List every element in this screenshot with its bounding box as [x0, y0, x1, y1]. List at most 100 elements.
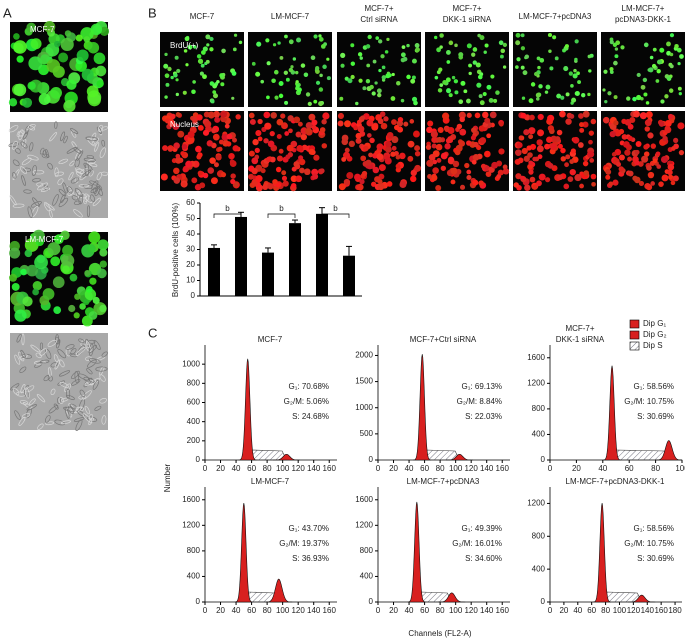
cell: [579, 127, 585, 133]
cell: [456, 123, 463, 130]
cell: [212, 90, 217, 95]
cell: [205, 34, 211, 40]
cell: [286, 144, 294, 152]
cell: [12, 159, 20, 167]
cell: [278, 93, 284, 99]
cell: [64, 30, 72, 37]
cell: [609, 131, 616, 138]
x-tick-label: 140: [307, 464, 321, 473]
cell: [544, 90, 549, 94]
micrograph: [10, 333, 108, 431]
cell: [439, 83, 444, 87]
cell: [232, 145, 239, 152]
cell: [528, 169, 534, 175]
image-label: LM-MCF-7: [25, 235, 64, 244]
cell: [85, 136, 98, 141]
cell: [287, 115, 294, 122]
cell: [537, 129, 545, 137]
cell: [471, 127, 477, 133]
cell: [209, 36, 214, 42]
cell: [37, 182, 48, 191]
cell: [80, 27, 94, 41]
cell: [185, 63, 189, 67]
cell: [611, 152, 617, 157]
cell: [397, 126, 404, 133]
cell: [430, 174, 438, 182]
y-tick-label: 800: [532, 404, 546, 413]
cell: [83, 298, 90, 306]
cell: [350, 74, 355, 80]
cell: [285, 77, 290, 82]
cell: [668, 88, 674, 93]
cell: [645, 101, 650, 105]
cell: [305, 127, 312, 135]
cell: [293, 161, 300, 168]
cell: [73, 417, 85, 422]
cell: [678, 92, 682, 96]
cell: [226, 133, 233, 140]
y-tick-label: 800: [532, 531, 546, 540]
cell: [442, 80, 448, 85]
cell: [200, 63, 205, 68]
cell: [84, 163, 90, 177]
cell: [356, 183, 364, 191]
cell: [621, 134, 628, 140]
cell: [624, 149, 631, 156]
cell: [582, 110, 590, 118]
cell: [613, 95, 618, 100]
cell: [400, 52, 406, 58]
cell: [435, 184, 442, 191]
cell: [676, 47, 682, 53]
cell: [275, 182, 282, 188]
cell: [447, 156, 455, 163]
cell: [213, 110, 220, 118]
cell: [257, 118, 263, 125]
significance-bracket: [213, 213, 242, 218]
cell: [363, 145, 369, 152]
cell: [430, 130, 438, 138]
cell: [197, 170, 203, 176]
cell: [391, 136, 399, 144]
cell: [377, 118, 384, 125]
cell: [386, 132, 394, 139]
cell: [96, 172, 102, 181]
cell: [560, 95, 565, 100]
cell-cycle-stat: S: 22.03%: [465, 412, 502, 421]
cell: [220, 110, 228, 118]
cell: [588, 139, 593, 145]
cell: [371, 91, 376, 96]
cell: [460, 80, 466, 86]
cell: [16, 130, 25, 137]
cell: [514, 158, 521, 165]
cell: [82, 390, 92, 400]
cell: [479, 35, 485, 41]
cell: [296, 145, 304, 152]
cell: [14, 309, 27, 322]
cell: [435, 143, 443, 151]
cell: [576, 71, 580, 76]
cell: [175, 78, 179, 82]
micrograph: [160, 110, 244, 191]
cell: [45, 421, 54, 426]
cell: [212, 93, 219, 99]
cell: [633, 110, 640, 118]
cell: [50, 86, 62, 99]
cell: [86, 85, 99, 98]
cell: [529, 114, 535, 121]
cell: [547, 162, 554, 169]
cell: [175, 112, 181, 118]
cell: [214, 116, 221, 123]
cell: [532, 184, 538, 190]
cell: [59, 381, 69, 388]
micrograph: [337, 111, 422, 191]
cell: [199, 71, 204, 76]
g2-peak: [265, 578, 293, 603]
cell: [92, 187, 97, 195]
cell: [296, 37, 302, 43]
plot-title: LM-MCF-7: [251, 477, 290, 486]
y-tick-label: 0: [369, 455, 374, 464]
cell: [230, 173, 236, 179]
cell: [411, 75, 416, 80]
cell: [645, 111, 653, 119]
